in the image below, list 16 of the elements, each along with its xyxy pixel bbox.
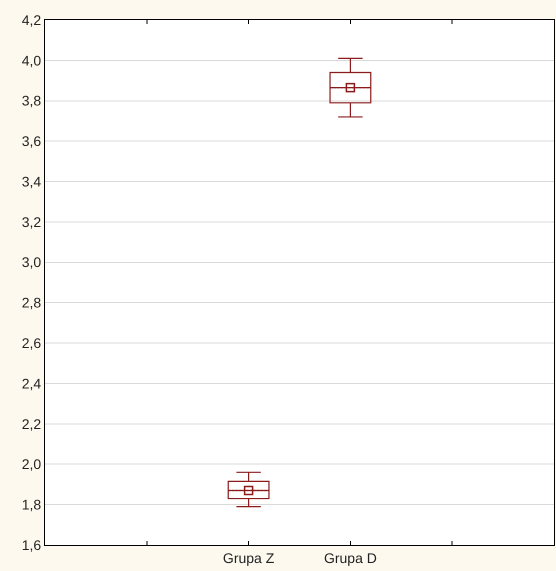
y-tick-label: 3,2	[22, 214, 42, 230]
y-tick-label: 3,4	[22, 173, 42, 190]
y-tick-label: 3,8	[22, 92, 42, 109]
y-tick-label: 2,2	[22, 416, 42, 432]
y-tick-label: 4,2	[22, 12, 42, 28]
y-tick-label: 3,0	[22, 254, 42, 270]
y-tick-label: 4,0	[22, 52, 42, 68]
y-tick-label: 1,6	[22, 536, 42, 553]
x-tick-label: Grupa Z	[222, 550, 275, 566]
y-tick-label: 3,6	[22, 133, 42, 150]
x-tick-label: Grupa D	[324, 550, 377, 566]
y-tick-label: 2,8	[22, 294, 42, 311]
y-tick-label: 1,8	[22, 496, 42, 513]
y-tick-label: 2,4	[22, 375, 42, 392]
y-tick-label: 2,6	[22, 334, 42, 351]
y-tick-label: 2,0	[22, 456, 42, 472]
